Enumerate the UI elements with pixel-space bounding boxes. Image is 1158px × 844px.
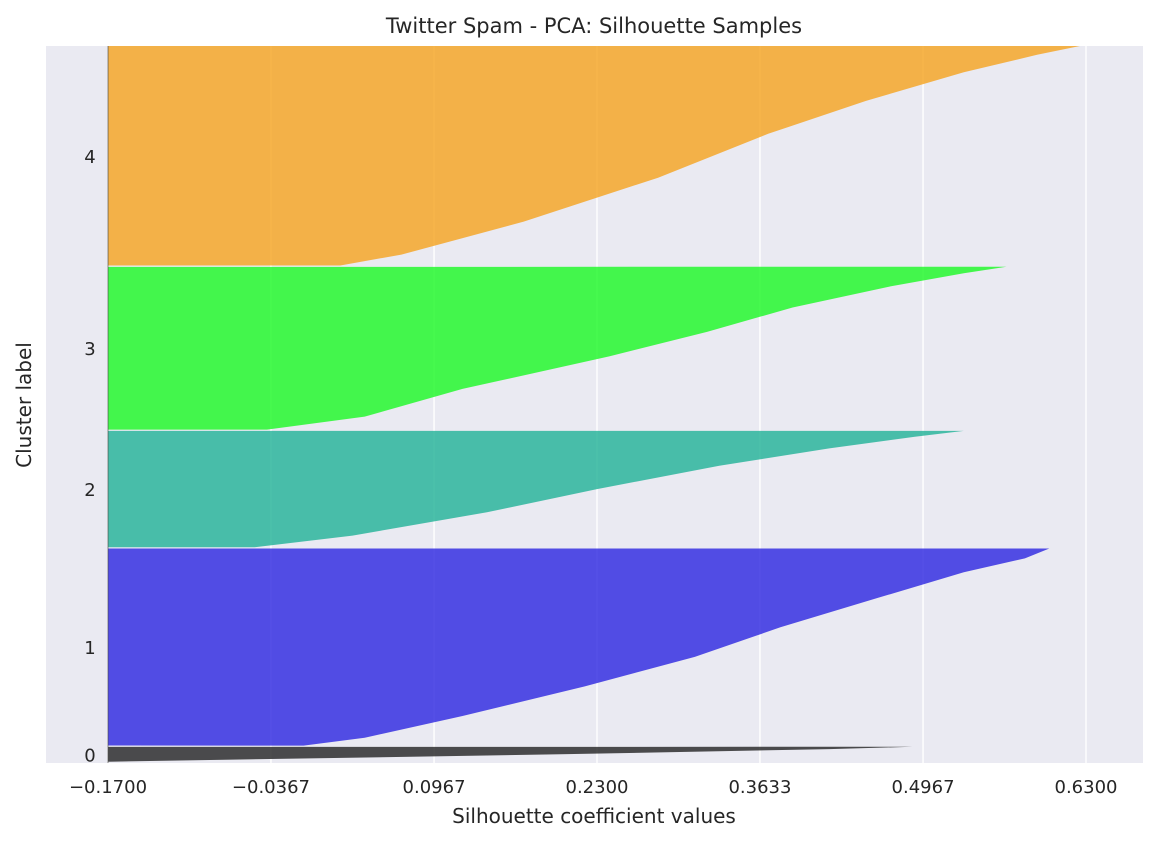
x-tick-label: 0.0967: [403, 777, 466, 798]
x-tick-label: −0.0367: [232, 777, 310, 798]
x-tick-label: 0.4967: [892, 777, 955, 798]
cluster-areas: [108, 46, 1080, 762]
cluster-area-0: [108, 746, 913, 762]
x-tick-label: 0.2300: [566, 777, 629, 798]
cluster-area-2: [108, 430, 964, 548]
x-tick-label: 0.6300: [1055, 777, 1118, 798]
x-axis-label: Silhouette coefficient values: [452, 804, 736, 828]
cluster-area-4: [108, 46, 1080, 266]
x-tick-labels: −0.1700 −0.0367 0.0967 0.2300 0.3633 0.4967 0.…: [69, 777, 1118, 798]
cluster-label-3: 3: [84, 339, 95, 360]
cluster-label-0: 0: [84, 745, 95, 766]
cluster-labels: 0 1 2 3 4: [84, 147, 95, 767]
y-axis-label: Cluster label: [12, 342, 36, 468]
cluster-label-2: 2: [84, 480, 95, 501]
x-tick-label: −0.1700: [69, 777, 147, 798]
cluster-area-1: [108, 548, 1050, 746]
chart-title: Twitter Spam - PCA: Silhouette Samples: [385, 14, 802, 38]
cluster-label-4: 4: [84, 147, 95, 168]
x-tick-label: 0.3633: [728, 777, 791, 798]
cluster-label-1: 1: [84, 638, 95, 659]
cluster-area-3: [108, 266, 1007, 430]
